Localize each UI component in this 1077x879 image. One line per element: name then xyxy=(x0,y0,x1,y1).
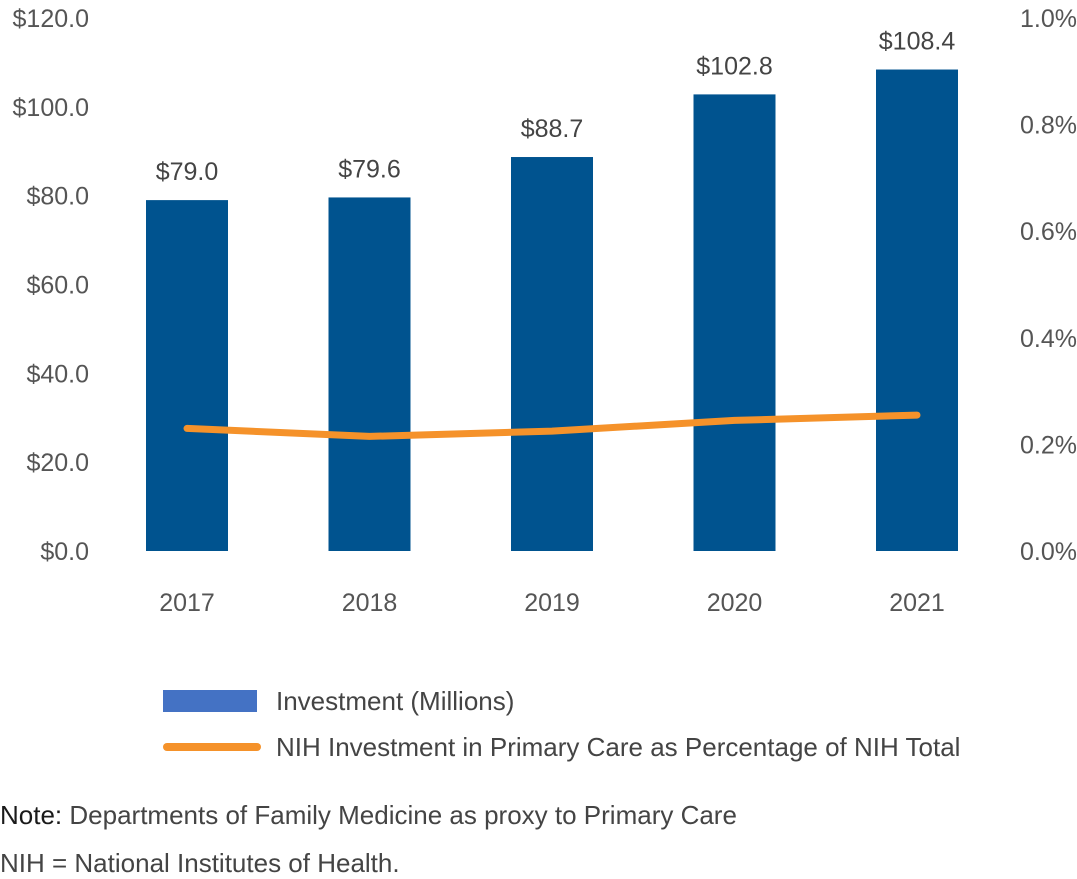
bar-data-label: $79.0 xyxy=(156,158,219,186)
chart-plot-area: $0.0 $20.0 $40.0 $60.0 $80.0 $100.0 $120.0 0.0%… xyxy=(0,0,1077,660)
legend-label-percentage: NIH Investment in Primary Care as Percen… xyxy=(276,732,960,763)
y-right-tick-label: 1.0% xyxy=(1020,5,1077,33)
bar-data-label: $102.8 xyxy=(696,52,772,80)
chart-legend: Investment (Millions) NIH Investment in … xyxy=(163,678,960,770)
y-left-tick-label: $0.0 xyxy=(40,538,89,566)
bar-data-label: $108.4 xyxy=(879,28,956,56)
chart-note: Note: Departments of Family Medicine as … xyxy=(0,800,737,831)
legend-item-percentage: NIH Investment in Primary Care as Percen… xyxy=(163,724,960,770)
legend-swatch-line xyxy=(163,743,261,751)
bar-data-label: $79.6 xyxy=(338,155,401,183)
y-left-tick-label: $120.0 xyxy=(13,5,89,33)
legend-swatch-bar xyxy=(163,690,257,712)
bar xyxy=(511,157,593,551)
y-right-tick-label: 0.2% xyxy=(1020,431,1077,459)
bar xyxy=(694,94,776,551)
y-left-tick-label: $20.0 xyxy=(26,449,89,477)
bar xyxy=(876,70,958,551)
abbreviation-note: NIH = National Institutes of Health. xyxy=(0,848,400,879)
y-left-tick-label: $40.0 xyxy=(26,360,89,388)
y-right-tick-label: 0.4% xyxy=(1020,325,1077,353)
x-tick-label: 2017 xyxy=(159,589,215,617)
y-left-tick-label: $80.0 xyxy=(26,183,89,211)
x-tick-label: 2021 xyxy=(889,589,945,617)
legend-item-investment: Investment (Millions) xyxy=(163,678,960,724)
y-right-tick-label: 0.0% xyxy=(1020,538,1077,566)
legend-label-investment: Investment (Millions) xyxy=(276,686,514,717)
y-left-tick-label: $60.0 xyxy=(26,272,89,300)
note-key: Note: xyxy=(0,800,62,830)
x-tick-label: 2019 xyxy=(524,589,580,617)
x-tick-label: 2018 xyxy=(342,589,398,617)
y-right-tick-label: 0.8% xyxy=(1020,112,1077,140)
bar xyxy=(146,200,228,551)
x-tick-label: 2020 xyxy=(707,589,763,617)
bar-data-label: $88.7 xyxy=(521,115,584,143)
y-right-tick-label: 0.6% xyxy=(1020,218,1077,246)
y-left-tick-label: $100.0 xyxy=(13,94,89,122)
note-text: Departments of Family Medicine as proxy … xyxy=(62,800,737,830)
bar xyxy=(329,197,411,551)
